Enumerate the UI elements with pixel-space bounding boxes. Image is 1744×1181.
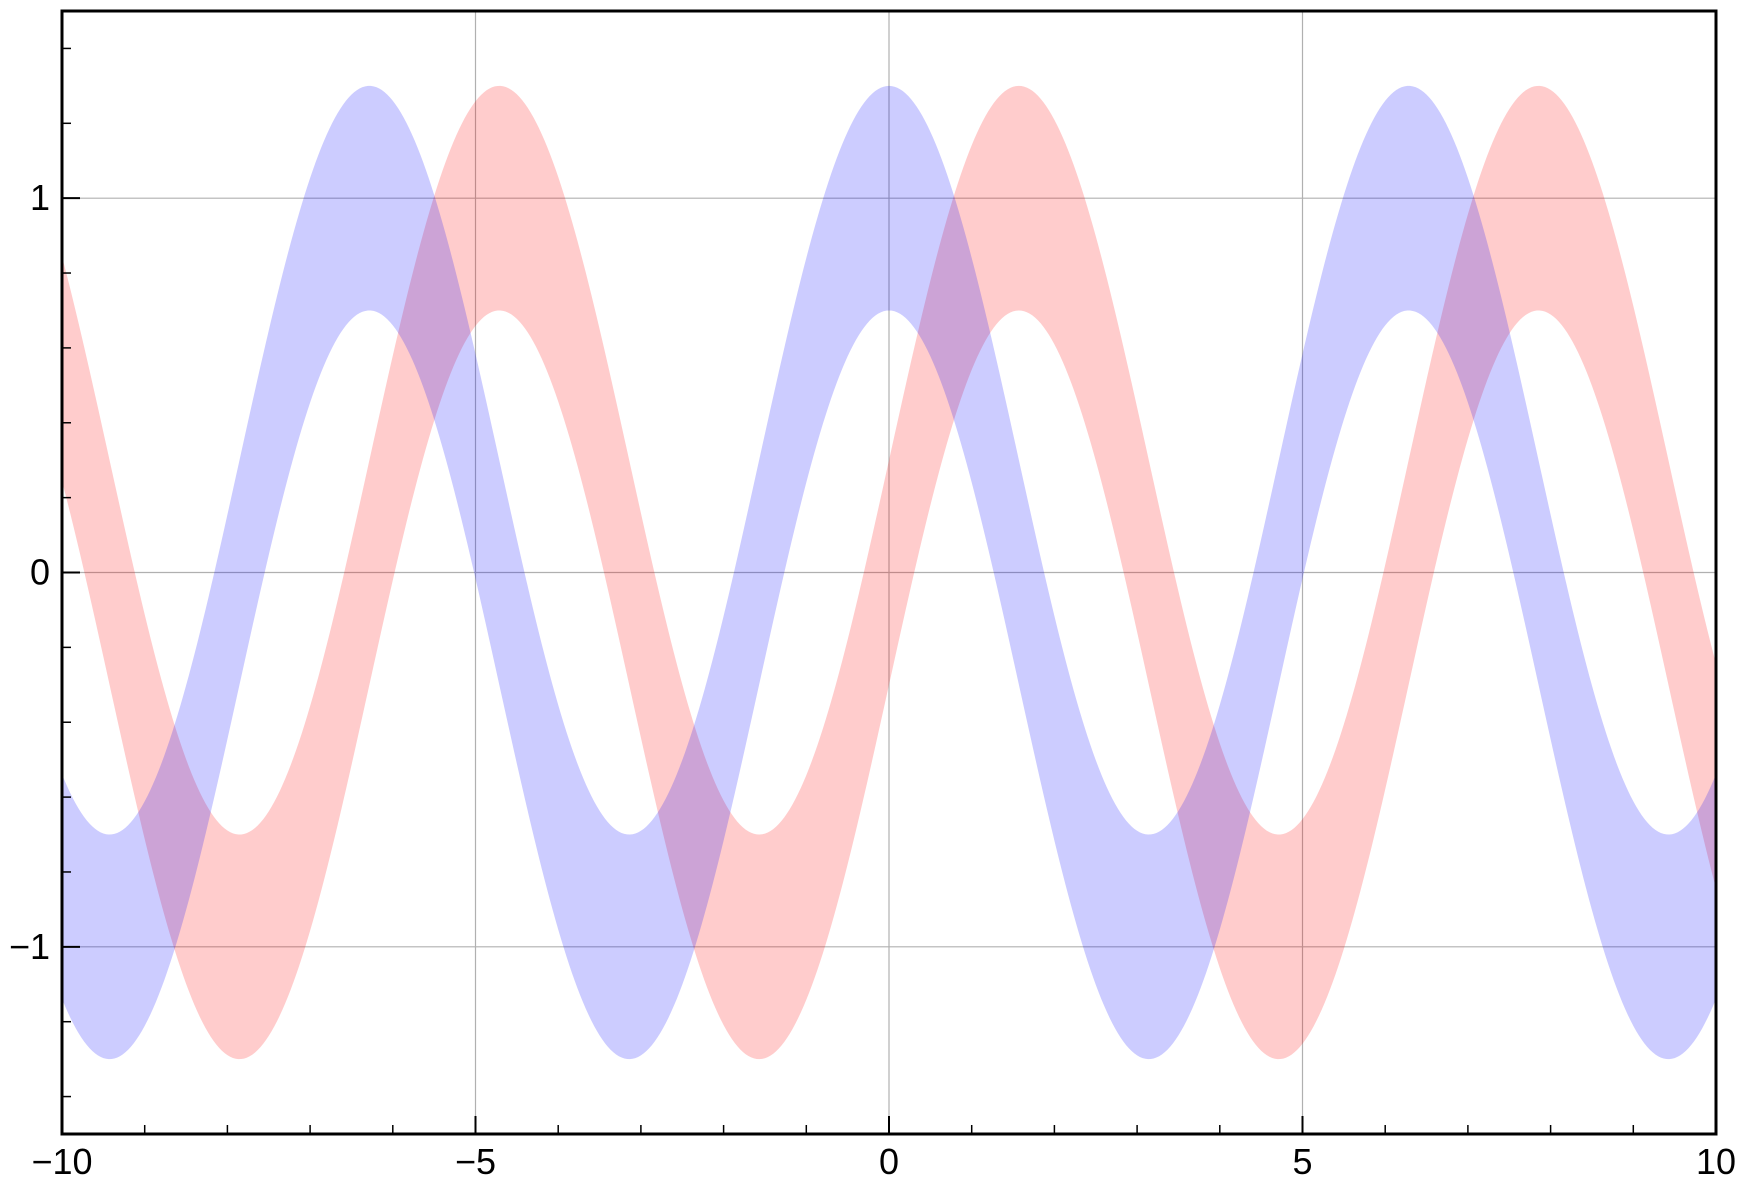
y-tick-label: −1 — [9, 926, 50, 967]
x-tick-label: 0 — [879, 1141, 899, 1181]
x-tick-label: −5 — [455, 1141, 496, 1181]
tick-labels: −10 −5 0 5 10−101 — [9, 177, 1736, 1181]
y-tick-label: 1 — [30, 177, 50, 218]
x-tick-label: 10 — [1696, 1141, 1736, 1181]
grid-lines — [62, 11, 1716, 1134]
y-tick-label: 0 — [30, 552, 50, 593]
x-tick-label: −10 — [31, 1141, 92, 1181]
band-layer — [62, 85, 1716, 1060]
band-series-2 — [62, 85, 1716, 1060]
plot-frame — [60, 9, 1718, 1136]
band-series-1 — [62, 85, 1716, 1060]
x-tick-label: 5 — [1292, 1141, 1312, 1181]
